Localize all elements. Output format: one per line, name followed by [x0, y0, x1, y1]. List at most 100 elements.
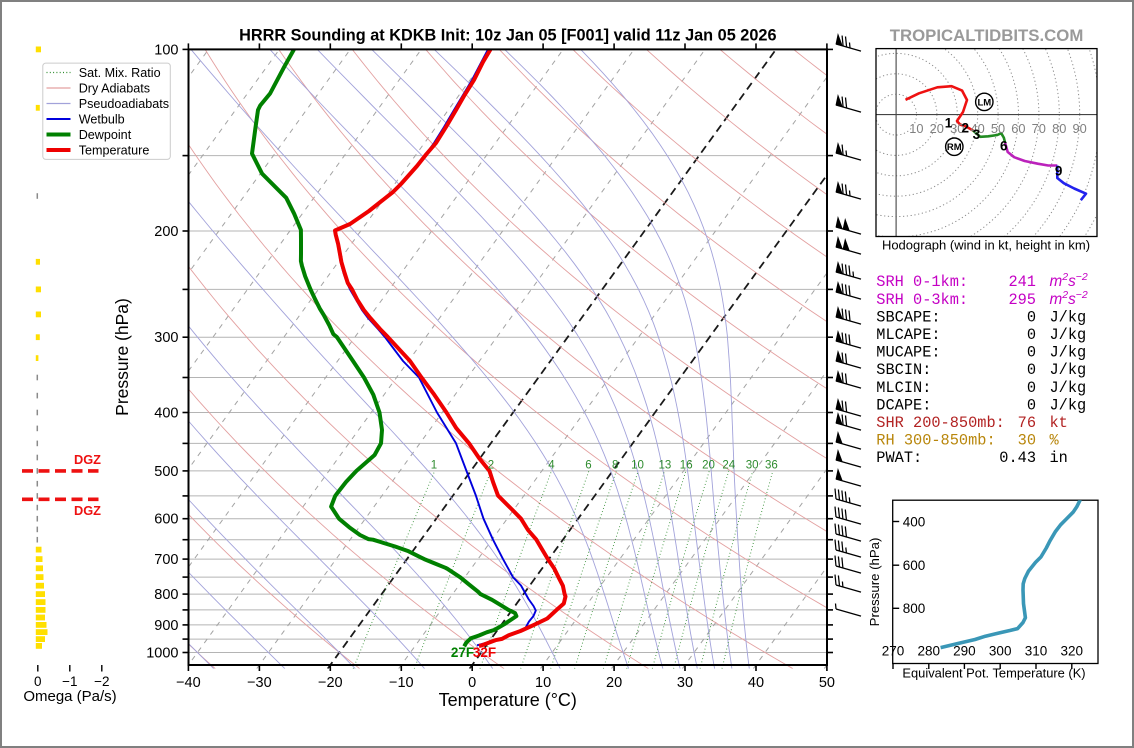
svg-text:30: 30: [746, 459, 759, 471]
svg-text:1: 1: [431, 459, 437, 471]
svg-text:Hodograph (wind in kt, height: Hodograph (wind in kt, height in km): [882, 238, 1090, 253]
svg-text:10: 10: [631, 459, 644, 471]
svg-text:600: 600: [903, 558, 926, 573]
svg-text:Pressure (hPa): Pressure (hPa): [867, 538, 882, 627]
svg-text:8: 8: [612, 459, 618, 471]
svg-text:J/kg: J/kg: [1050, 308, 1087, 326]
svg-text:HRRR Sounding at KDKB Init: 10: HRRR Sounding at KDKB Init: 10z Jan 05 […: [239, 27, 776, 45]
svg-text:J/kg: J/kg: [1050, 326, 1087, 344]
svg-text:800: 800: [154, 587, 178, 603]
svg-text:20: 20: [702, 459, 715, 471]
svg-text:MLCAPE:: MLCAPE:: [876, 326, 940, 344]
svg-text:20: 20: [606, 675, 622, 691]
svg-text:40: 40: [748, 675, 764, 691]
svg-text:MLCIN:: MLCIN:: [876, 379, 931, 397]
svg-text:40: 40: [970, 121, 984, 136]
svg-text:SBCIN:: SBCIN:: [876, 361, 931, 379]
svg-text:76: 76: [1018, 414, 1036, 432]
svg-text:RM: RM: [947, 142, 962, 153]
svg-text:2: 2: [488, 459, 494, 471]
svg-text:TROPICALTIDBITS.COM: TROPICALTIDBITS.COM: [890, 26, 1084, 45]
svg-text:DGZ: DGZ: [74, 452, 101, 467]
svg-text:80: 80: [1052, 121, 1066, 136]
svg-text:Pressure (hPa): Pressure (hPa): [112, 298, 132, 416]
svg-text:400: 400: [154, 406, 178, 422]
svg-text:20: 20: [930, 121, 944, 136]
svg-text:6: 6: [585, 459, 591, 471]
svg-text:−1: −1: [62, 674, 77, 689]
svg-text:Sat. Mix. Ratio: Sat. Mix. Ratio: [79, 66, 161, 80]
svg-text:Temperature (°C): Temperature (°C): [439, 690, 577, 710]
svg-text:PWAT:: PWAT:: [876, 449, 922, 467]
svg-text:800: 800: [903, 601, 926, 616]
svg-text:Temperature: Temperature: [79, 143, 150, 157]
svg-text:kt: kt: [1050, 414, 1068, 432]
svg-text:J/kg: J/kg: [1050, 361, 1087, 379]
svg-text:241: 241: [1008, 273, 1036, 291]
svg-text:9: 9: [1055, 164, 1063, 179]
svg-text:0: 0: [468, 675, 476, 691]
svg-text:1000: 1000: [146, 646, 178, 662]
svg-text:30: 30: [677, 675, 693, 691]
svg-text:30: 30: [1018, 432, 1036, 450]
svg-text:Equivalent Pot. Temperature (K: Equivalent Pot. Temperature (K): [902, 666, 1085, 681]
svg-text:DGZ: DGZ: [74, 503, 101, 518]
svg-text:10: 10: [535, 675, 551, 691]
svg-text:J/kg: J/kg: [1050, 396, 1087, 414]
svg-text:Omega (Pa/s): Omega (Pa/s): [23, 688, 116, 705]
svg-text:70: 70: [1032, 121, 1046, 136]
svg-text:SBCAPE:: SBCAPE:: [876, 308, 940, 326]
svg-text:−40: −40: [176, 675, 201, 691]
svg-text:320: 320: [1061, 644, 1084, 659]
svg-text:500: 500: [154, 464, 178, 480]
svg-text:Pseudoadiabats: Pseudoadiabats: [79, 97, 169, 111]
svg-text:310: 310: [1025, 644, 1048, 659]
svg-text:32F: 32F: [473, 645, 496, 660]
svg-text:36: 36: [765, 459, 778, 471]
svg-text:700: 700: [154, 552, 178, 568]
svg-text:280: 280: [918, 644, 941, 659]
svg-text:Dry Adiabats: Dry Adiabats: [79, 81, 150, 95]
svg-text:0: 0: [1027, 344, 1036, 362]
svg-text:2: 2: [961, 121, 969, 136]
svg-text:6: 6: [1000, 139, 1008, 154]
svg-text:0: 0: [1027, 308, 1036, 326]
svg-text:50: 50: [991, 121, 1005, 136]
svg-text:4: 4: [548, 459, 555, 471]
svg-text:Dewpoint: Dewpoint: [79, 128, 132, 142]
svg-text:SRH 0-3km:: SRH 0-3km:: [876, 291, 968, 309]
svg-text:1: 1: [945, 116, 953, 131]
svg-text:400: 400: [903, 514, 926, 529]
svg-text:16: 16: [680, 459, 693, 471]
svg-text:0: 0: [1027, 396, 1036, 414]
svg-text:30: 30: [950, 121, 964, 136]
svg-text:−2: −2: [94, 674, 109, 689]
svg-text:Wetbulb: Wetbulb: [79, 112, 125, 126]
svg-text:60: 60: [1011, 121, 1025, 136]
svg-text:200: 200: [154, 224, 178, 240]
svg-text:3: 3: [973, 127, 981, 142]
svg-text:DCAPE:: DCAPE:: [876, 396, 931, 414]
svg-text:−20: −20: [318, 675, 343, 691]
svg-text:90: 90: [1072, 121, 1086, 136]
svg-text:−10: −10: [389, 675, 414, 691]
svg-text:295: 295: [1008, 291, 1036, 309]
svg-text:300: 300: [154, 330, 178, 346]
svg-text:LM: LM: [977, 97, 991, 108]
svg-text:MUCAPE:: MUCAPE:: [876, 344, 940, 362]
svg-text:0.43: 0.43: [999, 449, 1036, 467]
svg-text:0: 0: [1027, 361, 1036, 379]
svg-text:600: 600: [154, 512, 178, 528]
svg-text:290: 290: [953, 644, 976, 659]
svg-text:−30: −30: [247, 675, 272, 691]
svg-text:27F: 27F: [451, 645, 474, 660]
svg-text:RH 300-850mb:: RH 300-850mb:: [876, 432, 995, 450]
svg-text:SHR 200-850mb:: SHR 200-850mb:: [876, 414, 1005, 432]
svg-text:270: 270: [882, 644, 905, 659]
svg-text:0: 0: [1027, 326, 1036, 344]
svg-text:50: 50: [819, 675, 835, 691]
svg-text:J/kg: J/kg: [1050, 379, 1087, 397]
svg-text:J/kg: J/kg: [1050, 344, 1087, 362]
svg-text:300: 300: [989, 644, 1012, 659]
svg-text:13: 13: [659, 459, 672, 471]
